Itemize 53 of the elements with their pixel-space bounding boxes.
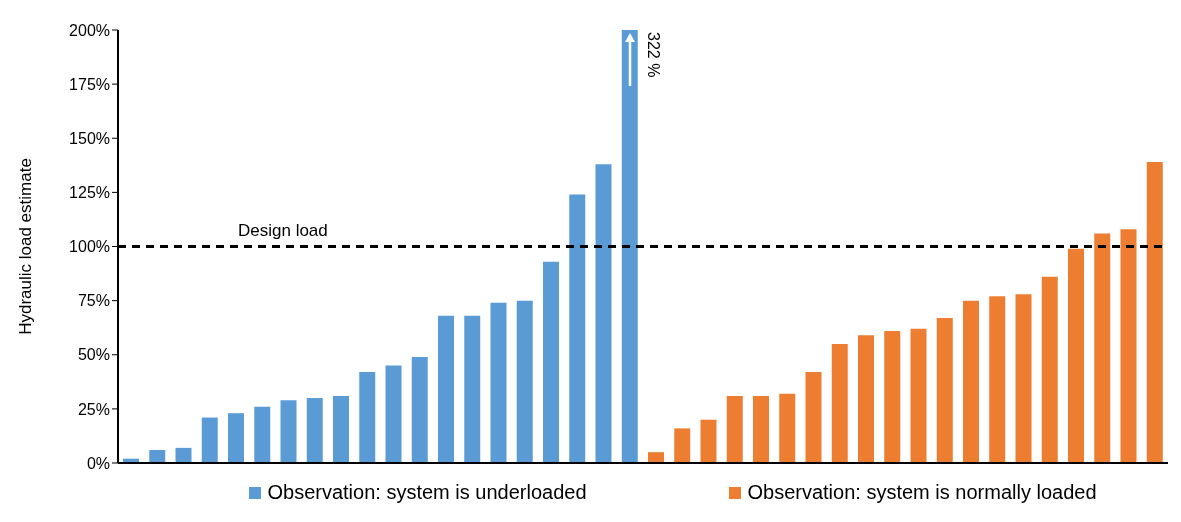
bar xyxy=(1068,248,1084,463)
bar xyxy=(175,447,192,463)
bar xyxy=(543,261,559,463)
bar xyxy=(1120,229,1137,463)
bar xyxy=(700,419,717,463)
bar xyxy=(595,164,612,463)
bar xyxy=(306,398,323,463)
bar xyxy=(438,315,454,463)
ref-line-label: Design load xyxy=(238,220,328,240)
y-tick-label: 0% xyxy=(86,454,110,472)
bar xyxy=(254,406,271,463)
annotation: 322 % xyxy=(644,32,663,78)
legend-label: Observation: system is underloaded xyxy=(266,481,587,504)
y-tick-label: 25% xyxy=(77,400,110,418)
bar xyxy=(753,395,769,463)
y-tick-label: 175% xyxy=(69,75,110,93)
bar xyxy=(621,30,638,463)
bar xyxy=(779,393,796,463)
bar xyxy=(1041,276,1058,463)
bar xyxy=(569,194,586,463)
bar xyxy=(831,343,848,463)
bar xyxy=(858,335,874,463)
bar xyxy=(516,300,533,463)
bar xyxy=(228,413,244,463)
bar xyxy=(149,450,166,463)
bar xyxy=(359,372,376,463)
legend-label: Observation: system is normally loaded xyxy=(746,481,1097,504)
y-tick-label: 100% xyxy=(69,238,110,256)
bar xyxy=(385,365,402,463)
bar xyxy=(674,428,691,463)
bar xyxy=(648,452,664,463)
bar xyxy=(726,395,743,463)
y-tick-label: 50% xyxy=(77,346,110,364)
bar xyxy=(884,330,901,463)
bar xyxy=(464,315,481,463)
bar xyxy=(936,317,953,463)
y-tick-label: 200% xyxy=(69,21,110,39)
bar xyxy=(989,296,1006,463)
bar xyxy=(490,302,507,463)
y-tick-label: 125% xyxy=(69,184,110,202)
y-tick-label: 75% xyxy=(77,292,110,310)
y-tick-label: 150% xyxy=(69,129,110,147)
bar xyxy=(280,400,297,463)
bar xyxy=(1015,294,1032,463)
bar xyxy=(1146,162,1163,463)
bar xyxy=(333,395,349,463)
bar xyxy=(411,356,428,463)
bar xyxy=(805,372,822,463)
bar xyxy=(201,417,218,463)
bar xyxy=(910,328,927,463)
bar xyxy=(1094,233,1111,463)
y-axis-title: Hydraulic load estimate xyxy=(16,158,36,335)
bar xyxy=(963,300,979,463)
